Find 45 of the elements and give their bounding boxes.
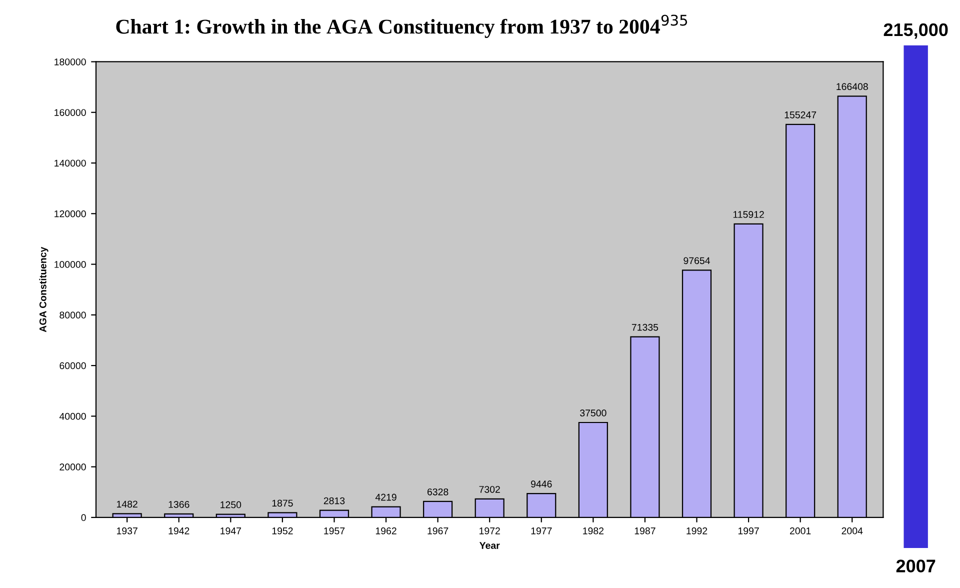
x-tick-label: 2007 [896,560,936,572]
x-tick-label: 1962 [376,527,396,534]
y-tick-label: 0 [81,514,86,522]
data-label: 9446 [531,480,552,488]
data-label: 1482 [117,500,138,508]
y-tick-label: 120000 [54,210,86,218]
data-label: 155247 [784,111,816,118]
x-tick-label: 1987 [634,527,656,534]
x-tick-label: 1997 [738,527,759,534]
data-label: 115912 [733,211,764,218]
data-label: 6328 [427,488,448,496]
x-tick-label: 1942 [168,527,190,534]
x-axis-title: Year [479,542,500,549]
data-label: 71335 [632,324,658,331]
x-tick-label: 1982 [583,527,604,534]
data-label: 1250 [220,501,242,508]
x-tick-label: 1937 [117,527,138,534]
data-label: 37500 [580,410,606,416]
data-label: 166408 [836,83,868,90]
x-tick-label: 1947 [220,527,241,534]
y-tick-label: 60000 [60,362,86,370]
data-label: 4219 [375,494,396,501]
data-label: 7302 [479,486,500,493]
y-tick-label: 140000 [54,160,86,167]
x-tick-label: 2004 [842,527,863,534]
data-label: 1875 [272,500,293,507]
x-tick-label: 1952 [272,527,293,534]
data-label: 2813 [324,497,345,504]
data-label: 1366 [168,501,190,508]
y-tick-label: 20000 [60,464,86,470]
y-tick-label: 160000 [54,109,86,116]
data-label: 97654 [684,257,710,264]
y-tick-label: 80000 [60,312,86,319]
x-tick-label: 1957 [324,527,345,534]
x-tick-label: 1967 [428,527,448,534]
x-tick-label: 1992 [686,527,708,534]
data-label: 215,000 [884,23,948,39]
chart-title: Chart 1: Growth in the AGA Constituency from 1937 to 2004$^{935}$ [116,14,688,38]
y-tick-label: 180000 [54,58,86,66]
x-tick-label: 2001 [790,527,811,534]
x-tick-label: 1977 [531,527,552,534]
y-tick-label: 40000 [59,412,86,420]
y-tick-label: 100000 [54,261,86,268]
y-axis-title: AGA Constituency [39,246,48,332]
x-tick-label: 1972 [480,527,500,534]
